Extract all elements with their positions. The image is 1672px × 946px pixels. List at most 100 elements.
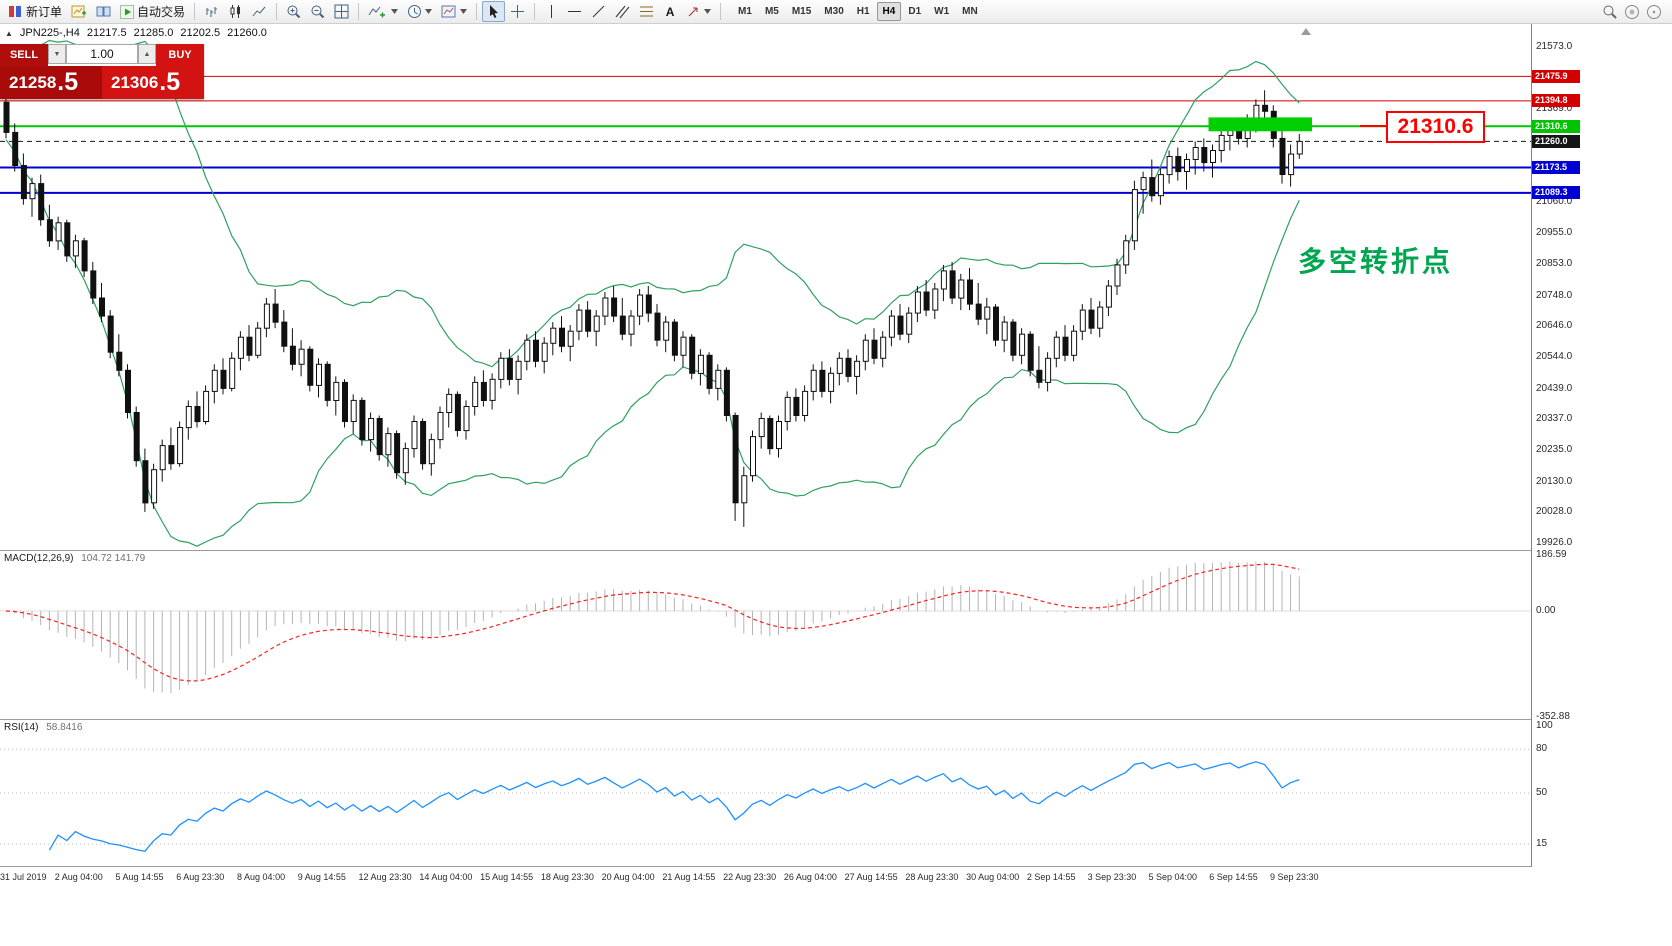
candle-body — [203, 390, 210, 422]
community-icon[interactable] — [1624, 4, 1640, 20]
timeframe-m30[interactable]: M30 — [824, 6, 844, 17]
cursor-button[interactable] — [482, 1, 506, 22]
arrow-tool-icon — [688, 7, 698, 17]
text-tool-button[interactable]: A — [659, 1, 681, 22]
one-click-trade-panel: SELL ▼ 1.00 ▲ BUY 21258 .5 21306 .5 — [0, 44, 204, 99]
volume-up-stepper[interactable]: ▲ — [138, 44, 156, 64]
tile-windows-button[interactable] — [330, 1, 353, 22]
candle-body — [1175, 156, 1182, 173]
channel-tool-button[interactable] — [611, 1, 634, 22]
chart-line-button[interactable] — [248, 1, 271, 22]
new-chart-button[interactable] — [67, 1, 91, 22]
timeframe-h1[interactable]: H1 — [856, 6, 870, 17]
candle-body — [1036, 369, 1043, 383]
highlight-zone-rect[interactable] — [1208, 117, 1313, 132]
toolbar-separator — [534, 3, 536, 20]
price-axis[interactable]: 21573.021471.021369.021266.021163.021060… — [1532, 24, 1672, 867]
main-price-pane[interactable] — [0, 24, 1531, 551]
price-level-badge: 21310.6 — [1532, 119, 1580, 133]
candle-body — [593, 315, 600, 332]
ask-price[interactable]: 21306 .5 — [102, 66, 204, 99]
chart-symbol-header: ▲ JPN225-,H4 21217.5 21285.0 21202.5 212… — [5, 27, 267, 39]
chart-area[interactable]: ▲ JPN225-,H4 21217.5 21285.0 21202.5 212… — [0, 24, 1672, 946]
chart-candles-button[interactable] — [224, 1, 247, 22]
templates-icon — [441, 5, 456, 18]
candle-body — [411, 421, 418, 450]
candle-body — [559, 327, 565, 347]
macd-pane[interactable] — [0, 551, 1531, 719]
candle-body — [932, 288, 939, 311]
periods-button[interactable] — [403, 1, 436, 22]
candle-body — [1131, 189, 1138, 242]
time-axis-label: 20 Aug 04:00 — [601, 872, 655, 882]
zoom-in-icon — [287, 5, 301, 19]
vertical-line-tool-button[interactable] — [540, 1, 562, 22]
trade-panel-controls: SELL ▼ 1.00 ▲ BUY — [0, 44, 204, 66]
volume-down-stepper[interactable]: ▼ — [48, 44, 66, 64]
autotrading-button[interactable]: 自动交易 — [116, 1, 189, 22]
ohlc-open: 21217.5 — [86, 27, 127, 39]
candle-body — [168, 445, 175, 465]
timeframe-m5[interactable]: M5 — [764, 6, 779, 17]
turning-point-annotation[interactable]: 多空转折点 — [1298, 246, 1454, 277]
volume-input[interactable]: 1.00 — [66, 44, 138, 64]
zoom-out-button[interactable] — [306, 1, 329, 22]
chart-bars-button[interactable] — [200, 1, 223, 22]
candle-body — [454, 393, 461, 431]
candle-body — [255, 327, 262, 356]
bid-main-digits: 21258 — [9, 72, 57, 92]
candle-body — [767, 418, 774, 450]
ohlc-close: 21260.0 — [227, 27, 267, 39]
pane-separator[interactable] — [0, 719, 1672, 720]
candle-body — [949, 270, 956, 299]
rsi-pane[interactable] — [0, 720, 1531, 866]
timeframe-w1[interactable]: W1 — [934, 6, 950, 17]
bid-price[interactable]: 21258 .5 — [0, 66, 102, 99]
help-icon[interactable] — [1646, 4, 1662, 20]
candle-body — [428, 439, 435, 465]
ohlc-high: 21285.0 — [133, 27, 174, 39]
horizontal-line-tool-button[interactable] — [563, 1, 586, 22]
candle-body — [90, 270, 97, 299]
chart-shift-marker[interactable] — [1301, 28, 1311, 35]
fibonacci-tool-button[interactable] — [635, 1, 658, 22]
candle-body — [359, 399, 366, 440]
candle-body — [12, 131, 19, 166]
timeframe-m1[interactable]: M1 — [738, 6, 752, 17]
timeframe-d1[interactable]: D1 — [908, 6, 922, 17]
sell-button[interactable]: SELL — [0, 44, 48, 66]
price-callout-box[interactable]: 21310.6 — [1386, 111, 1485, 143]
collapse-indicator-icon[interactable]: ▲ — [5, 28, 13, 38]
candle-body — [463, 406, 470, 432]
profiles-button[interactable] — [92, 1, 115, 22]
new-order-button[interactable]: 新订单 — [4, 1, 66, 22]
price-axis-border — [1531, 24, 1532, 867]
bollinger-upper-band[interactable] — [5, 39, 1300, 368]
pane-separator[interactable] — [0, 550, 1672, 551]
timeframe-mn[interactable]: MN — [962, 6, 978, 17]
trendline-tool-button[interactable] — [587, 1, 610, 22]
macd-signal-line — [5, 563, 1300, 682]
indicators-button[interactable] — [364, 1, 402, 22]
candle-body — [914, 291, 921, 314]
candle-body — [1201, 147, 1208, 164]
candle-body — [836, 357, 843, 374]
candle-body — [1192, 147, 1199, 160]
search-icon[interactable] — [1602, 4, 1618, 20]
arrows-tool-button[interactable] — [682, 1, 715, 22]
time-axis[interactable]: 31 Jul 2019 2 Aug 04:00 5 Aug 14:55 6 Aug 2… — [0, 867, 1531, 895]
autotrading-icon — [120, 4, 135, 19]
candle-body — [576, 309, 583, 332]
candle-body — [368, 418, 375, 441]
buy-button[interactable]: BUY — [156, 44, 204, 66]
templates-button[interactable] — [437, 1, 471, 22]
pane-separator[interactable] — [0, 866, 1672, 867]
timeframe-m15[interactable]: M15 — [791, 6, 812, 17]
timeframe-h4[interactable]: H4 — [876, 2, 902, 21]
bollinger-lower-band[interactable] — [5, 139, 1300, 547]
time-axis-label: 2 Sep 14:55 — [1026, 872, 1076, 882]
time-axis-label: 12 Aug 23:30 — [358, 872, 412, 882]
price-axis-tick: 20235.0 — [1536, 444, 1573, 456]
zoom-in-button[interactable] — [282, 1, 305, 22]
crosshair-button[interactable] — [506, 1, 529, 22]
